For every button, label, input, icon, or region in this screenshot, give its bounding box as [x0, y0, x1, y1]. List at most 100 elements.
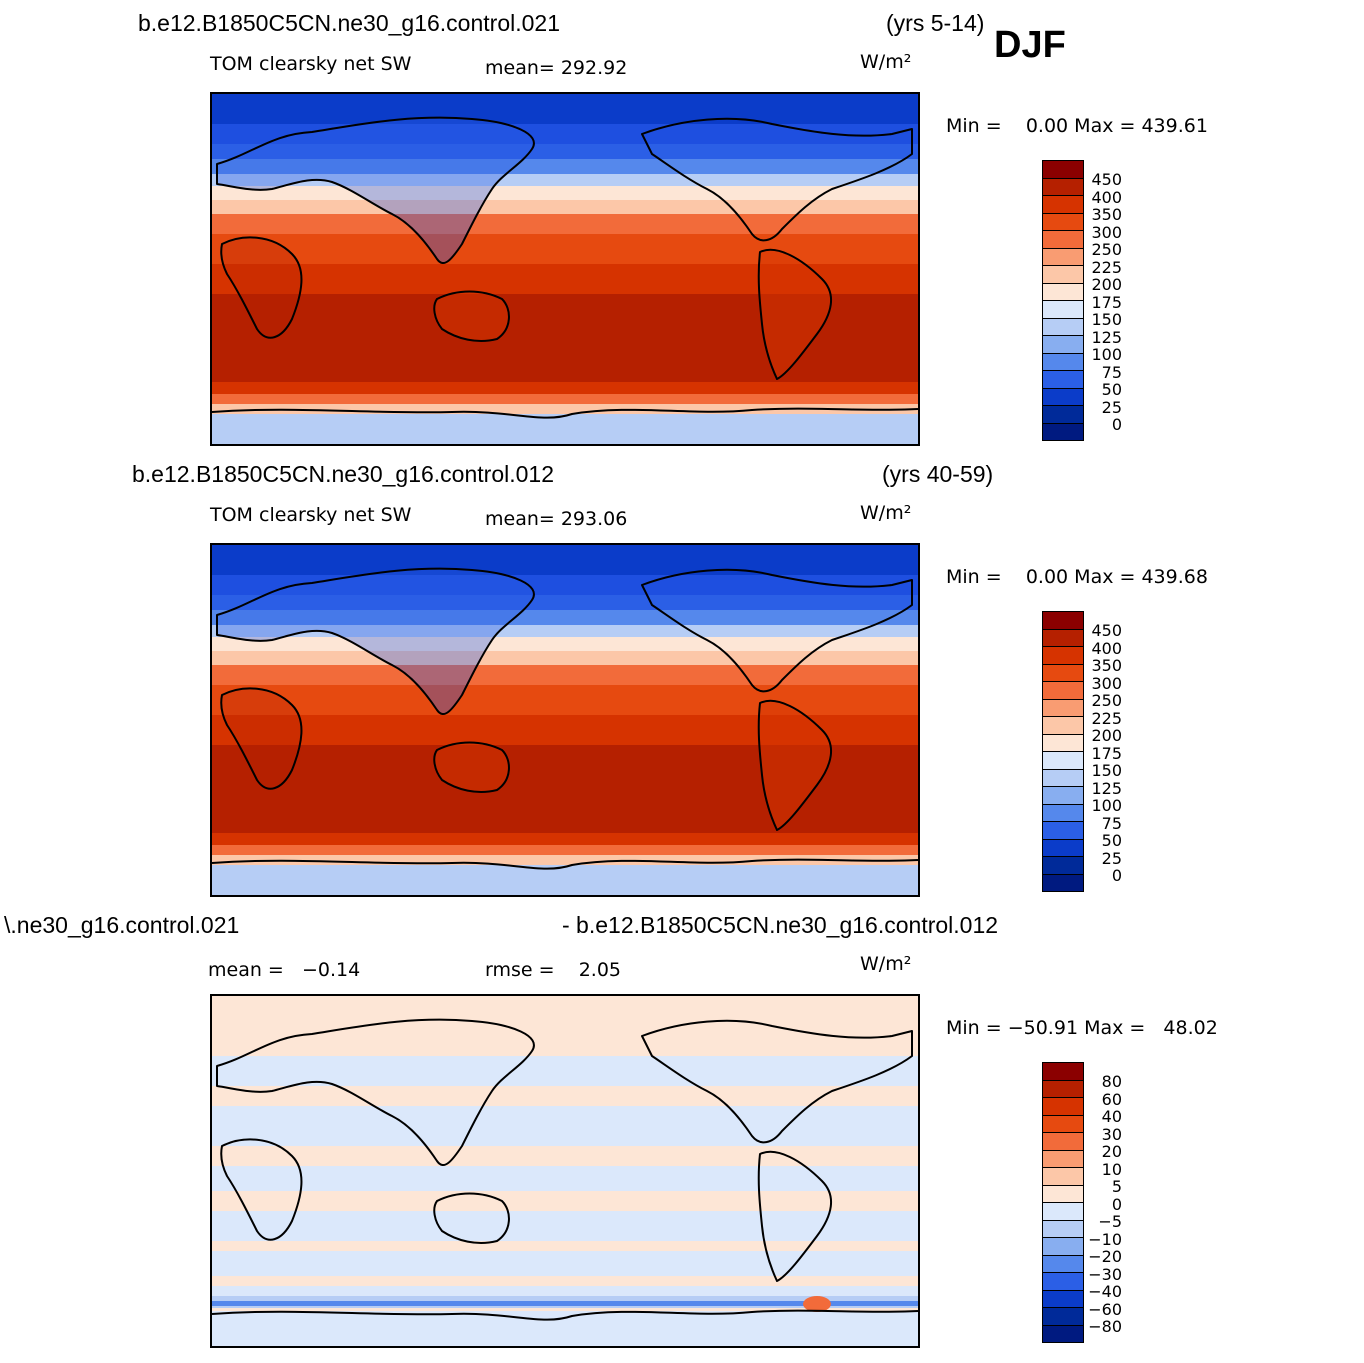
colorbar-tick-label: 250: [1091, 691, 1122, 710]
colorbar-swatch: [1043, 628, 1083, 646]
panel3-mean: mean = −0.14: [208, 959, 361, 981]
colorbar-swatch: [1043, 1324, 1083, 1342]
field-band: [212, 595, 918, 610]
field-band: [212, 404, 918, 414]
colorbar-swatch: [1043, 873, 1083, 891]
colorbar-swatch: [1043, 838, 1083, 856]
coastline: [217, 117, 534, 264]
colorbar-swatch: [1043, 1167, 1083, 1185]
colorbar-swatch: [1043, 160, 1083, 178]
field-band: [212, 855, 918, 865]
coastline: [757, 699, 833, 831]
colorbar-tick-label: 300: [1091, 222, 1122, 242]
coastline: [641, 1019, 913, 1144]
coastline: [434, 291, 509, 341]
colorbar-swatch: [1043, 786, 1083, 804]
colorbar-tick-label: 350: [1091, 656, 1122, 675]
field-band: [212, 382, 918, 394]
coastline: [216, 1018, 535, 1166]
colorbar-swatch: [1043, 370, 1083, 388]
field-band: [212, 1106, 918, 1146]
colorbar-swatch: [1043, 300, 1083, 318]
colorbar-swatch: [1043, 1062, 1083, 1080]
colorbar-tick-label: 175: [1091, 292, 1122, 312]
field-band: [212, 1211, 918, 1241]
field-band: [212, 665, 918, 685]
field-band: [212, 637, 918, 651]
colorbar-tick-label: 200: [1091, 275, 1122, 294]
coastline: [434, 742, 509, 792]
panel2-title: b.e12.B1850C5CN.ne30_g16.control.012: [132, 461, 554, 487]
panel1-field: [212, 94, 918, 444]
colorbar-tick-label: 225: [1091, 257, 1122, 277]
colorbar-tick-label: −20: [1088, 1247, 1122, 1266]
panel3-title-right: - b.e12.B1850C5CN.ne30_g16.control.012: [562, 912, 999, 938]
colorbar-tick-label: 75: [1101, 813, 1122, 833]
field-band: [212, 865, 918, 895]
coastline: [641, 117, 913, 242]
colorbar-tick-label: 350: [1091, 205, 1122, 224]
panel1-minmax: Min = 0.00 Max = 439.61: [946, 115, 1208, 137]
colorbar-tick-label: 150: [1091, 761, 1122, 780]
panel3-colorbar: [1042, 1062, 1084, 1343]
season-label: DJF: [994, 24, 1066, 66]
coastline: [217, 568, 534, 715]
coastline: [758, 700, 832, 830]
colorbar-tick-label: 125: [1091, 778, 1122, 798]
colorbar-swatch: [1043, 1149, 1083, 1167]
colorbar-swatches: [1042, 160, 1084, 441]
panel2-years: (yrs 40-59): [882, 461, 994, 487]
colorbar-swatch: [1043, 422, 1083, 440]
panel1-colorbar: [1042, 160, 1084, 441]
colorbar-tick-label: 300: [1091, 673, 1122, 693]
colorbar-tick-label: 225: [1091, 708, 1122, 728]
colorbar-tick-label: 200: [1091, 726, 1122, 745]
panel1-mean: mean= 292.92: [485, 57, 628, 79]
field-band: [212, 1056, 918, 1086]
coastline: [758, 249, 832, 379]
field-band: [212, 685, 918, 715]
panel3-map: [210, 994, 920, 1348]
coastline: [212, 858, 918, 870]
colorbar-swatch: [1043, 1132, 1083, 1150]
field-band: [212, 234, 918, 264]
coastline: [221, 237, 302, 338]
panel3-rmse: rmse = 2.05: [485, 959, 621, 981]
colorbar-tick-label: 400: [1091, 638, 1122, 658]
panel1-years: (yrs 5-14): [886, 10, 985, 36]
colorbar-tick-label: −10: [1088, 1229, 1122, 1249]
colorbar-swatches: [1042, 611, 1084, 892]
colorbar-swatch: [1043, 821, 1083, 839]
colorbar-swatch: [1043, 1237, 1083, 1255]
field-band: [212, 610, 918, 625]
colorbar-tick-label: 10: [1101, 1159, 1122, 1179]
colorbar-swatch: [1043, 212, 1083, 230]
field-band: [212, 200, 918, 214]
colorbar-tick-label: −30: [1088, 1264, 1122, 1284]
colorbar-tick-label: −80: [1088, 1317, 1122, 1336]
colorbar-tick-label: 50: [1101, 831, 1122, 850]
colorbar-tick-label: 25: [1101, 848, 1122, 868]
colorbar-tick-label: 175: [1091, 743, 1122, 763]
colorbar-swatch: [1043, 1114, 1083, 1132]
panel2-field: [212, 545, 918, 895]
coastline: [216, 116, 535, 264]
coastline: [212, 407, 918, 419]
colorbar-swatch: [1043, 352, 1083, 370]
coastline: [216, 567, 535, 715]
colorbar-swatch: [1043, 698, 1083, 716]
coastline: [757, 1150, 833, 1282]
anomaly-patch: [803, 1296, 831, 1312]
colorbar-tick-label: 125: [1091, 327, 1122, 347]
colorbar-swatch: [1043, 803, 1083, 821]
colorbar-swatch: [1043, 247, 1083, 265]
coastline: [757, 248, 833, 380]
coastline: [433, 1192, 510, 1244]
colorbar-swatch: [1043, 1202, 1083, 1220]
colorbar-tick-label: −60: [1088, 1299, 1122, 1319]
field-band: [212, 1251, 918, 1276]
field-band: [212, 94, 918, 124]
panel2-minmax: Min = 0.00 Max = 439.68: [946, 566, 1208, 588]
colorbar-tick-label: 400: [1091, 187, 1122, 207]
colorbar-tick-label: 40: [1101, 1107, 1122, 1126]
